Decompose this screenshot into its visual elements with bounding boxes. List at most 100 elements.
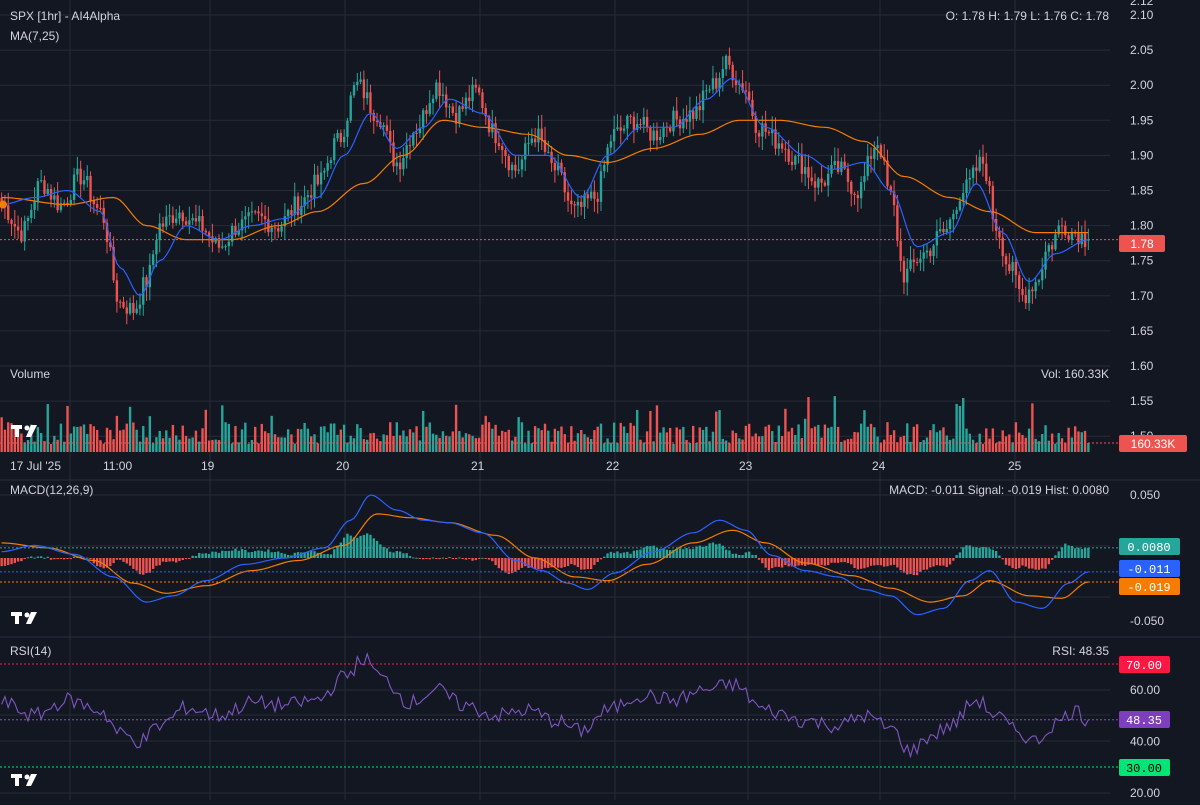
candle-body[interactable] bbox=[919, 258, 922, 263]
macd-histogram-bar[interactable] bbox=[112, 558, 115, 564]
macd-histogram-bar[interactable] bbox=[715, 544, 718, 558]
macd-histogram-bar[interactable] bbox=[72, 556, 76, 558]
volume-bar[interactable] bbox=[277, 437, 280, 452]
macd-histogram-bar[interactable] bbox=[191, 555, 194, 558]
volume-bar[interactable] bbox=[474, 438, 478, 452]
candle-body[interactable] bbox=[161, 223, 165, 227]
candle-body[interactable] bbox=[754, 116, 757, 133]
volume-bar[interactable] bbox=[889, 434, 892, 452]
volume-bar[interactable] bbox=[589, 438, 593, 452]
macd-histogram-bar[interactable] bbox=[991, 549, 995, 558]
volume-bar[interactable] bbox=[441, 431, 445, 452]
candle-body[interactable] bbox=[833, 161, 836, 165]
macd-histogram-bar[interactable] bbox=[738, 554, 741, 558]
volume-bar[interactable] bbox=[300, 429, 303, 452]
volume-bar[interactable] bbox=[392, 435, 395, 452]
candle-body[interactable] bbox=[622, 128, 626, 131]
macd-histogram-bar[interactable] bbox=[408, 555, 412, 558]
candle-body[interactable] bbox=[596, 198, 599, 202]
macd-histogram-bar[interactable] bbox=[948, 558, 952, 565]
candle-body[interactable] bbox=[109, 242, 112, 247]
candle-body[interactable] bbox=[517, 169, 520, 171]
volume-bar[interactable] bbox=[543, 423, 547, 452]
volume-bar[interactable] bbox=[886, 422, 889, 452]
volume-bar[interactable] bbox=[533, 426, 537, 452]
candle-body[interactable] bbox=[975, 167, 978, 171]
candle-body[interactable] bbox=[843, 161, 846, 169]
volume-bar[interactable] bbox=[603, 443, 606, 452]
macd-histogram-bar[interactable] bbox=[744, 552, 748, 558]
macd-histogram-bar[interactable] bbox=[230, 550, 234, 558]
candle-body[interactable] bbox=[909, 259, 912, 269]
volume-bar[interactable] bbox=[991, 428, 995, 452]
volume-bar[interactable] bbox=[3, 429, 7, 452]
candle-body[interactable] bbox=[316, 174, 319, 185]
macd-histogram-bar[interactable] bbox=[1064, 543, 1067, 558]
volume-bar[interactable] bbox=[477, 437, 481, 452]
candle-body[interactable] bbox=[385, 125, 389, 131]
candle-body[interactable] bbox=[142, 277, 145, 305]
candle-body[interactable] bbox=[277, 228, 280, 232]
macd-histogram-bar[interactable] bbox=[339, 542, 343, 558]
volume-bar[interactable] bbox=[550, 441, 553, 452]
macd-histogram-bar[interactable] bbox=[142, 558, 145, 575]
macd-histogram-bar[interactable] bbox=[780, 558, 784, 568]
candle-body[interactable] bbox=[912, 259, 916, 262]
macd-histogram-bar[interactable] bbox=[731, 553, 734, 558]
candle-body[interactable] bbox=[1034, 282, 1037, 292]
candle-body[interactable] bbox=[771, 129, 774, 134]
macd-histogram-bar[interactable] bbox=[698, 545, 701, 558]
tradingview-logo-icon[interactable] bbox=[11, 612, 37, 624]
candle-body[interactable] bbox=[566, 192, 570, 201]
macd-histogram-bar[interactable] bbox=[1054, 555, 1057, 558]
macd-histogram-bar[interactable] bbox=[267, 549, 270, 558]
macd-histogram-bar[interactable] bbox=[43, 557, 46, 559]
candle-body[interactable] bbox=[392, 142, 395, 167]
macd-histogram-bar[interactable] bbox=[119, 558, 122, 560]
macd-histogram-bar[interactable] bbox=[1044, 558, 1047, 569]
candle-body[interactable] bbox=[286, 210, 290, 217]
volume-bar[interactable] bbox=[510, 440, 514, 452]
volume-bar[interactable] bbox=[757, 436, 761, 452]
macd-histogram-bar[interactable] bbox=[310, 550, 313, 558]
volume-bar[interactable] bbox=[454, 404, 458, 452]
candle-body[interactable] bbox=[59, 203, 63, 211]
macd-histogram-bar[interactable] bbox=[362, 534, 366, 558]
candle-body[interactable] bbox=[504, 150, 507, 157]
volume-bar[interactable] bbox=[1057, 433, 1060, 452]
candle-body[interactable] bbox=[1031, 289, 1034, 292]
volume-bar[interactable] bbox=[1041, 434, 1044, 452]
macd-histogram-bar[interactable] bbox=[563, 558, 566, 567]
macd-histogram-bar[interactable] bbox=[728, 550, 731, 558]
candle-body[interactable] bbox=[761, 123, 764, 137]
macd-histogram-bar[interactable] bbox=[491, 558, 494, 562]
volume-bar[interactable] bbox=[504, 431, 507, 452]
candle-body[interactable] bbox=[86, 175, 89, 181]
macd-histogram-bar[interactable] bbox=[303, 552, 306, 558]
macd-histogram-bar[interactable] bbox=[504, 558, 507, 573]
volume-bar[interactable] bbox=[971, 439, 975, 452]
macd-histogram-bar[interactable] bbox=[128, 558, 132, 566]
candle-body[interactable] bbox=[418, 128, 422, 133]
volume-bar[interactable] bbox=[132, 422, 135, 452]
candle-body[interactable] bbox=[807, 167, 810, 178]
macd-histogram-bar[interactable] bbox=[843, 558, 846, 563]
volume-bar[interactable] bbox=[356, 424, 359, 452]
volume-bar[interactable] bbox=[211, 439, 214, 452]
volume-bar[interactable] bbox=[810, 428, 813, 452]
macd-histogram-bar[interactable] bbox=[879, 558, 883, 566]
macd-histogram-bar[interactable] bbox=[277, 551, 280, 558]
candle-body[interactable] bbox=[777, 143, 780, 149]
macd-line[interactable] bbox=[1, 494, 1089, 616]
macd-histogram-bar[interactable] bbox=[1014, 558, 1018, 569]
candle-body[interactable] bbox=[145, 277, 148, 288]
macd-histogram-bar[interactable] bbox=[201, 553, 204, 558]
volume-bar[interactable] bbox=[1018, 432, 1021, 452]
candle-body[interactable] bbox=[820, 178, 823, 183]
macd-histogram-bar[interactable] bbox=[517, 558, 520, 570]
candle-body[interactable] bbox=[95, 204, 99, 208]
volume-bar[interactable] bbox=[99, 440, 102, 452]
macd-histogram-bar[interactable] bbox=[998, 555, 1001, 558]
candle-body[interactable] bbox=[66, 202, 69, 205]
candle-body[interactable] bbox=[487, 116, 491, 133]
